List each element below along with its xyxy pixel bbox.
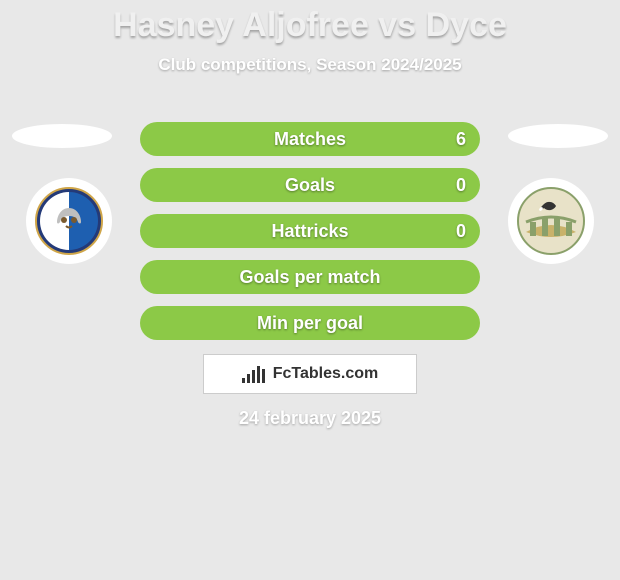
brand-text: FcTables.com xyxy=(273,365,379,383)
comparison-title: Hasney Aljofree vs Dyce xyxy=(0,0,620,45)
stat-row: Hattricks 0 xyxy=(140,214,480,248)
stat-label: Hattricks xyxy=(271,221,348,242)
stat-label: Min per goal xyxy=(257,313,363,334)
stat-label: Goals xyxy=(285,175,335,196)
club-emblem-left-icon xyxy=(34,186,104,256)
club-badge-left xyxy=(26,178,112,264)
stat-value-right: 6 xyxy=(456,129,466,150)
stat-value-right: 0 xyxy=(456,175,466,196)
stat-label: Matches xyxy=(274,129,346,150)
player-head-oval-right xyxy=(508,124,608,148)
stat-label: Goals per match xyxy=(239,267,380,288)
stat-row: Matches 6 xyxy=(140,122,480,156)
player-head-oval-left xyxy=(12,124,112,148)
comparison-subtitle: Club competitions, Season 2024/2025 xyxy=(0,55,620,75)
stat-row: Goals per match xyxy=(140,260,480,294)
brand-box: FcTables.com xyxy=(203,354,417,394)
stat-row: Goals 0 xyxy=(140,168,480,202)
club-badge-right xyxy=(508,178,594,264)
club-emblem-right-icon xyxy=(516,186,586,256)
stat-value-right: 0 xyxy=(456,221,466,242)
snapshot-date: 24 february 2025 xyxy=(0,408,620,429)
stat-row: Min per goal xyxy=(140,306,480,340)
stats-container: Matches 6 Goals 0 Hattricks 0 Goals per match M… xyxy=(140,122,480,352)
bar-chart-icon xyxy=(242,365,267,383)
